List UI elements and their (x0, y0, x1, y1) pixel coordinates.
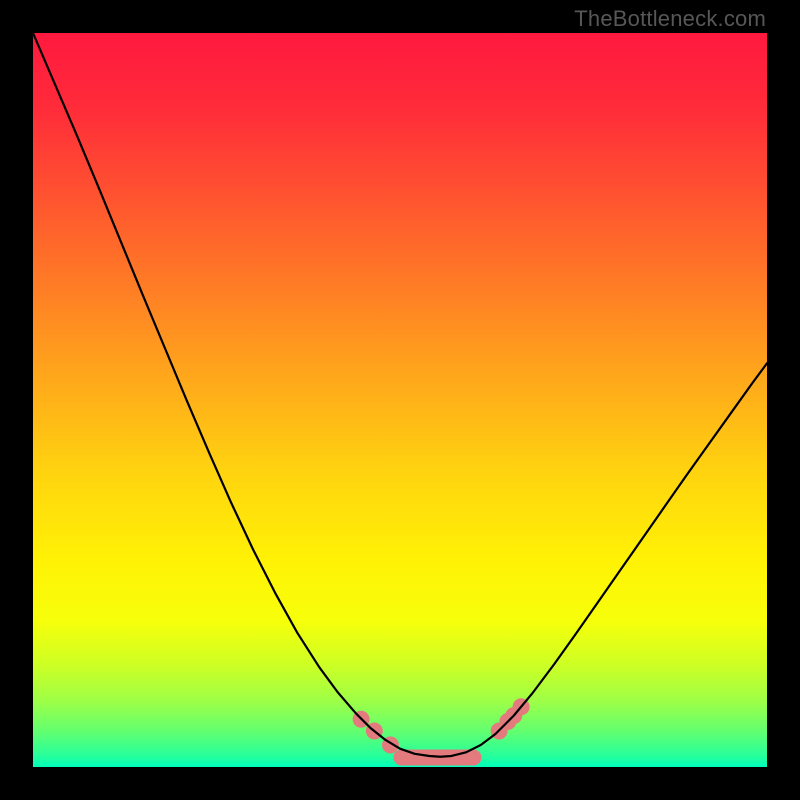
chart-svg (33, 33, 767, 767)
watermark-text: TheBottleneck.com (574, 6, 766, 32)
marker-layer (353, 698, 530, 765)
bottleneck-curve (33, 33, 767, 757)
plot-area (33, 33, 767, 767)
